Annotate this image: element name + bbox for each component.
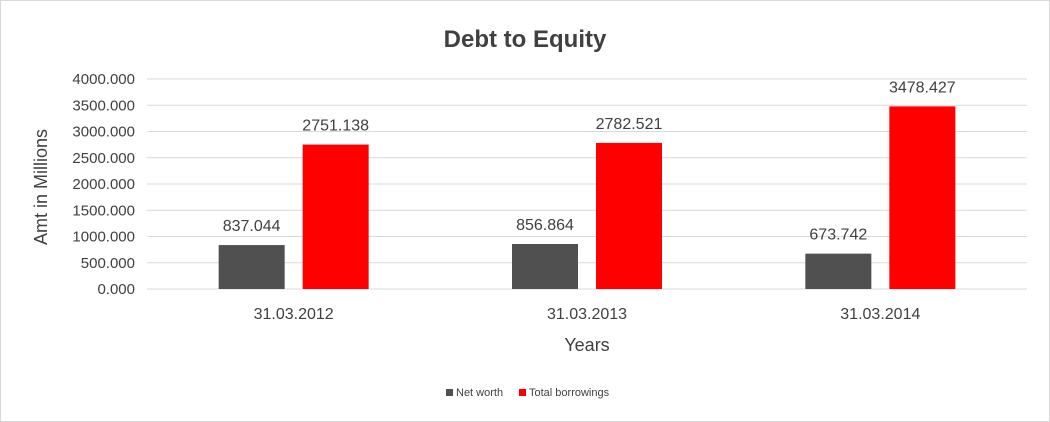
x-tick-label: 31.03.2012 [254, 306, 334, 323]
x-tick-label: 31.03.2013 [547, 306, 627, 323]
y-tick-label: 3500.000 [72, 97, 135, 114]
y-tick-label: 2500.000 [72, 150, 135, 167]
bar [805, 253, 872, 289]
x-axis-categories: 31.03.2012 31.03.2013 31.03.2014 [254, 306, 921, 323]
y-tick-label: 500.000 [81, 255, 135, 272]
data-label: 856.864 [516, 217, 574, 234]
data-label: 837.044 [223, 218, 281, 235]
legend-label: Net worth [456, 387, 503, 399]
data-label: 2751.138 [302, 118, 369, 135]
legend-swatch [519, 389, 526, 396]
data-label: 673.742 [809, 227, 867, 244]
data-label: 2782.521 [596, 116, 663, 133]
bar [218, 245, 285, 289]
x-axis-title: Years [564, 335, 609, 355]
data-label: 3478.427 [889, 79, 956, 96]
legend: Net worth Total borrowings [446, 387, 610, 399]
x-tick-label: 31.03.2014 [840, 306, 920, 323]
y-tick-label: 3000.000 [72, 124, 135, 141]
bar [512, 244, 578, 289]
legend-label: Total borrowings [529, 387, 610, 399]
y-axis-title: Amt in Millions [31, 129, 51, 245]
y-tick-label: 1500.000 [72, 202, 135, 219]
chart-title: Debt to Equity [444, 26, 607, 53]
y-tick-label: 0.000 [97, 281, 135, 298]
y-tick-label: 2000.000 [72, 176, 135, 193]
data-labels: 837.044 2751.138 856.864 2782.521 673.742 347… [223, 79, 956, 243]
y-axis-ticks: 0.000 500.000 1000.000 1500.000 2000.000 2500… [72, 71, 135, 298]
legend-swatch [446, 389, 453, 396]
y-tick-label: 4000.000 [72, 71, 135, 88]
y-tick-label: 1000.000 [72, 229, 135, 246]
bars [218, 106, 956, 289]
bar [889, 106, 956, 289]
bar [302, 144, 369, 289]
bar [596, 142, 662, 289]
gridlines [147, 78, 1027, 290]
